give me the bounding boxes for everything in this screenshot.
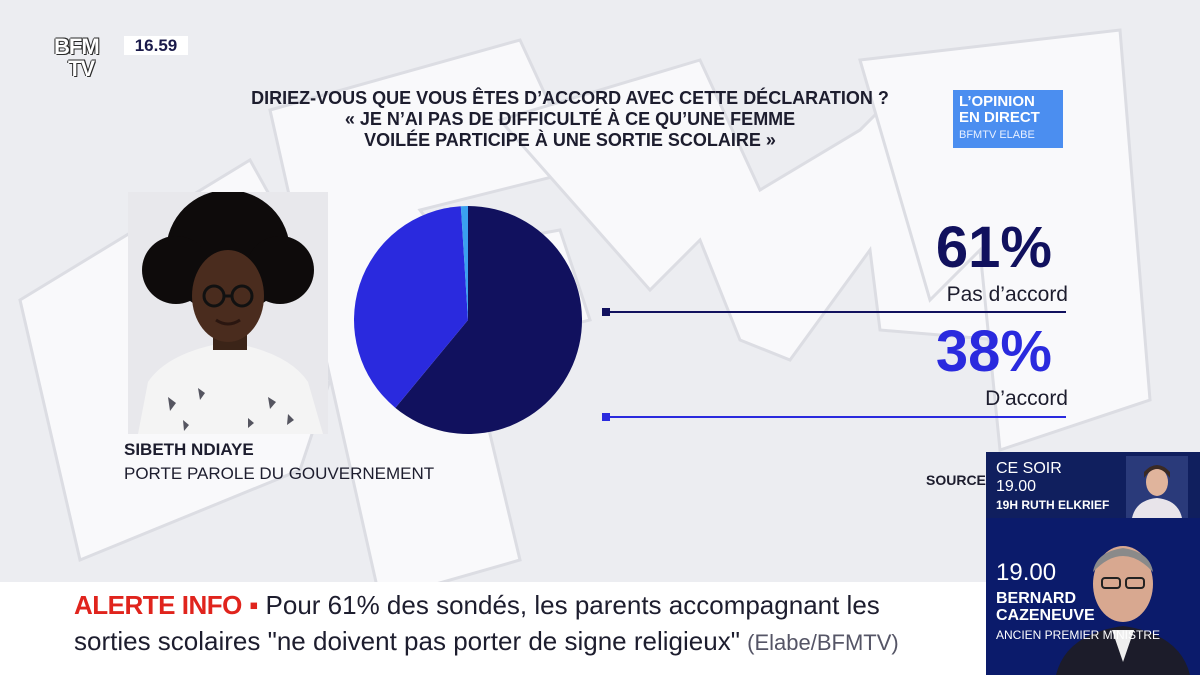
news-ticker: ALERTE INFO ▪ Pour 61% des sondés, les p… [0,582,986,675]
question-line-2: « JE N’AI PAS DE DIFFICULTÉ À CE QU’UNE … [344,109,796,129]
leader-line-disagree [602,308,1066,316]
guest-role: ANCIEN PREMIER MINISTRE [996,628,1161,642]
logo-line-tv: TV [68,56,95,81]
opinion-en-direct-badge: L’OPINION EN DIRECT BFMTV ELABE [953,90,1063,148]
ticker-line-1: ALERTE INFO ▪ Pour 61% des sondés, les p… [74,590,880,620]
speaker-title: PORTE PAROLE DU GOUVERNEMENT [124,464,435,483]
alert-info-label: ALERTE INFO [74,590,242,620]
result-label-agree: D’accord [985,387,1068,410]
leader-line-agree [602,413,1066,421]
alert-marker-icon: ▪ [249,590,259,620]
ticker-text-2: sorties scolaires "ne doivent pas porter… [74,626,740,656]
promo-time-2: 19.00 [996,559,1057,586]
poll-question: DIRIEZ-VOUS QUE VOUS ÊTES D’ACCORD AVEC … [200,88,940,151]
presenter-thumbnail [1126,456,1188,518]
guest-portrait [1056,546,1190,675]
source-label: SOURCE [926,472,986,488]
pie-slice-pas-d-accord [395,206,582,434]
bfmtv-logo: BFM TV [54,36,114,84]
badge-line-3: BFMTV ELABE [959,129,1035,141]
result-value-agree: 38% [935,319,1052,384]
badge-line-2: EN DIRECT [959,109,1040,126]
ticker-source: (Elabe/BFMTV) [747,630,899,655]
program-promo-panel: CE SOIR 19.00 19H RUTH ELKRIEF 19.00 BER… [986,452,1200,675]
guest-first-name: BERNARD [996,590,1076,607]
promo-show-name: 19H RUTH ELKRIEF [996,498,1110,512]
question-line-3: VOILÉE PARTICIPE À UNE SORTIE SCOLAIRE » [364,130,776,150]
ticker-line-2: sorties scolaires "ne doivent pas porter… [74,626,899,658]
promo-label: CE SOIR [996,460,1062,477]
guest-last-name: CAZENEUVE [996,607,1095,624]
poll-pie-chart [354,206,582,434]
result-label-disagree: Pas d’accord [946,283,1068,306]
ticker-text-1: Pour 61% des sondés, les parents accompa… [265,590,880,620]
question-line-1: DIRIEZ-VOUS QUE VOUS ÊTES D’ACCORD AVEC … [251,88,889,108]
badge-line-1: L’OPINION [959,93,1035,110]
broadcast-clock: 16.59 [124,36,188,55]
speaker-portrait [128,192,328,434]
promo-time-1: 19.00 [996,478,1037,495]
speaker-name: SIBETH NDIAYE [124,440,254,459]
result-value-disagree: 61% [935,215,1052,280]
pie-slice-d-accord [354,206,468,408]
logo-line-bfm: BFM [54,34,100,59]
pie-slice-other [460,206,468,320]
